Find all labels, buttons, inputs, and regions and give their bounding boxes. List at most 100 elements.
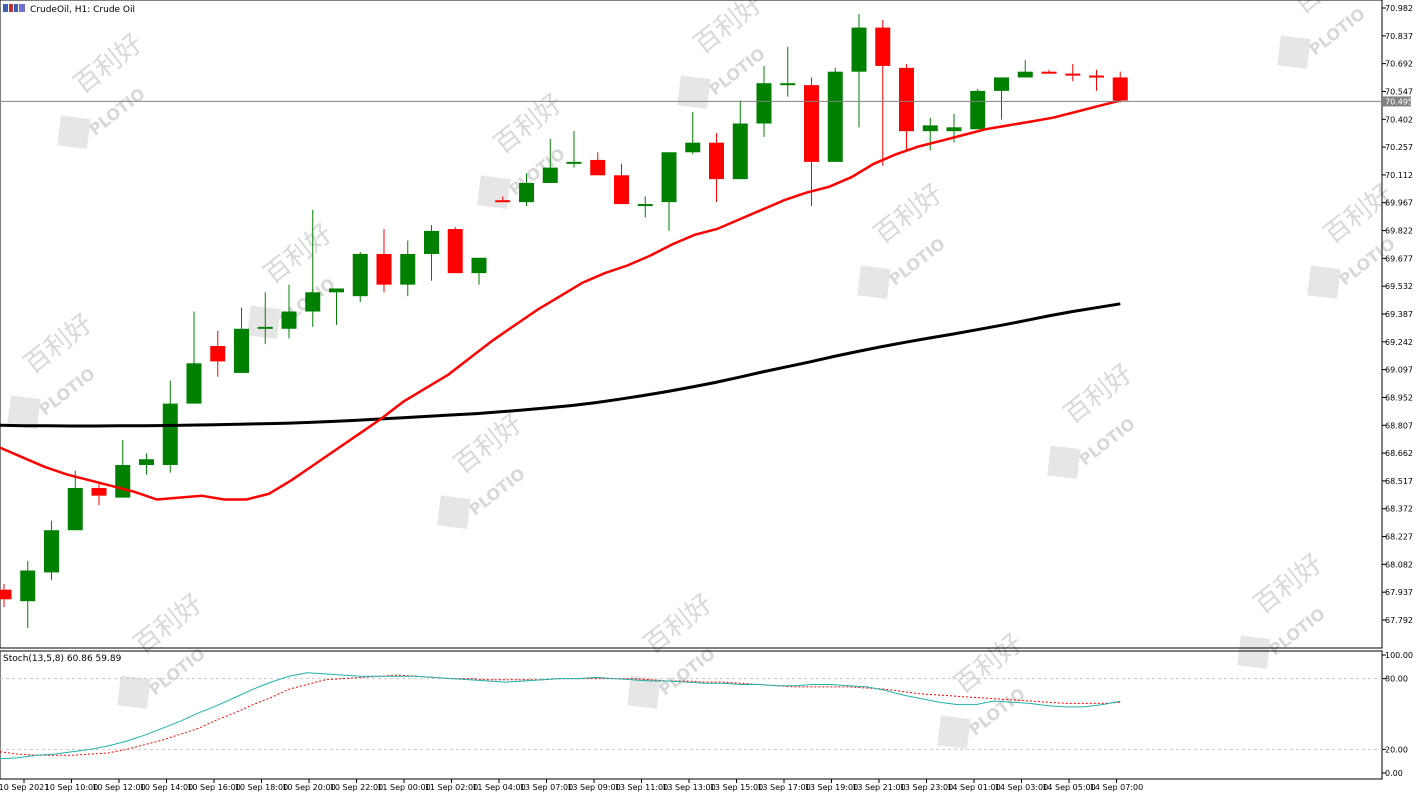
candle (67, 470, 83, 531)
stoch-pane-frame (0, 650, 1383, 780)
candle (827, 67, 843, 162)
candle-body (257, 326, 273, 329)
time-tick-label: 13 Sep 13:00 (662, 783, 715, 792)
price-tick-label: 69.532 (1385, 282, 1413, 291)
price-tick-label: 69.677 (1385, 254, 1413, 263)
candle (329, 288, 344, 325)
price-tick-label: 69.097 (1385, 366, 1413, 375)
candle (424, 225, 439, 281)
price-tick-label: 68.807 (1385, 421, 1413, 430)
time-tick-label: 10 Sep 18:00 (235, 783, 288, 792)
candle-body (424, 230, 439, 254)
candle-body (1017, 71, 1033, 78)
candle-body (614, 175, 629, 205)
current-price-tag: 70.495 (1383, 96, 1413, 107)
ma-slow-line (0, 302, 1121, 428)
candle-body (970, 90, 986, 130)
candle (186, 311, 202, 404)
candle-body (637, 204, 653, 207)
stoch-main-line (0, 672, 1121, 760)
candle (44, 520, 59, 581)
candle (661, 152, 677, 231)
candle-body (804, 85, 819, 162)
candle (20, 560, 36, 629)
candle (210, 330, 226, 377)
candle-body (67, 488, 83, 531)
chart-window-icon[interactable] (3, 4, 25, 12)
candle (590, 152, 606, 176)
candle-body (281, 311, 297, 329)
candle (685, 111, 701, 155)
candle (1065, 64, 1081, 82)
candle (614, 163, 629, 205)
candle-body (661, 152, 677, 203)
candle (281, 284, 297, 339)
candle (519, 173, 534, 206)
candle-body (210, 346, 226, 362)
candle-body (91, 488, 107, 496)
candle-body (946, 127, 962, 132)
time-tick-label: 13 Sep 17:00 (757, 783, 810, 792)
price-pane-frame (0, 0, 1383, 649)
price-tick-label: 70.982 (1385, 4, 1413, 13)
price-tick-label: 70.692 (1385, 60, 1413, 69)
candle-body (352, 253, 368, 297)
candle (447, 227, 463, 274)
candle (1041, 69, 1057, 74)
candle (0, 583, 12, 607)
price-tick-label: 68.952 (1385, 393, 1413, 402)
candle-body (376, 253, 392, 285)
candle (1089, 69, 1104, 91)
candle-body (756, 83, 772, 124)
time-tick-label: 14 Sep 03:00 (995, 783, 1048, 792)
price-tick-label: 68.227 (1385, 533, 1413, 542)
candle-body (1065, 73, 1081, 76)
candle-body (447, 229, 463, 274)
time-tick-label: 10 Sep 14:00 (140, 783, 193, 792)
candle-body (851, 27, 867, 72)
candle-body (234, 328, 249, 373)
time-tick-label: 10 Sep 16:00 (187, 783, 240, 792)
candle (257, 292, 273, 345)
candle (495, 196, 511, 203)
price-tick-label: 70.402 (1385, 115, 1413, 124)
candle-body (1089, 75, 1104, 78)
candle-body (590, 159, 606, 176)
candle (542, 138, 558, 183)
candle-body (709, 142, 724, 180)
price-tick-label: 67.937 (1385, 588, 1413, 597)
candle-body (400, 253, 416, 285)
candle-body (329, 288, 344, 293)
time-tick-label: 14 Sep 07:00 (1090, 783, 1143, 792)
time-tick-label: 13 Sep 15:00 (710, 783, 763, 792)
candles-layer (0, 14, 1128, 629)
candle (637, 196, 653, 218)
stoch-label: Stoch(13,5,8) 60.86 59.89 (3, 654, 122, 664)
stoch-axis: 100.00 80.00 20.00 0.00 (0, 651, 1413, 778)
price-tick-label: 70.257 (1385, 143, 1413, 152)
time-tick-label: 13 Sep 11:00 (615, 783, 668, 792)
time-tick-label: 10 Sep 20:00 (282, 783, 335, 792)
price-tick-label: 69.387 (1385, 310, 1413, 319)
candle (566, 131, 582, 168)
candle-body (875, 27, 891, 66)
candle-body (732, 123, 748, 180)
candle (780, 46, 796, 97)
candle (804, 77, 819, 206)
candle (970, 88, 986, 130)
candle-body (139, 459, 154, 465)
candle-body (519, 182, 534, 203)
time-tick-label: 11 Sep 02:00 (425, 783, 478, 792)
time-tick-label: 11 Sep 00:00 (377, 783, 430, 792)
candle (234, 307, 249, 373)
current-price-label: 70.495 (1385, 97, 1413, 106)
candle-body (827, 71, 843, 162)
candle (352, 252, 368, 302)
